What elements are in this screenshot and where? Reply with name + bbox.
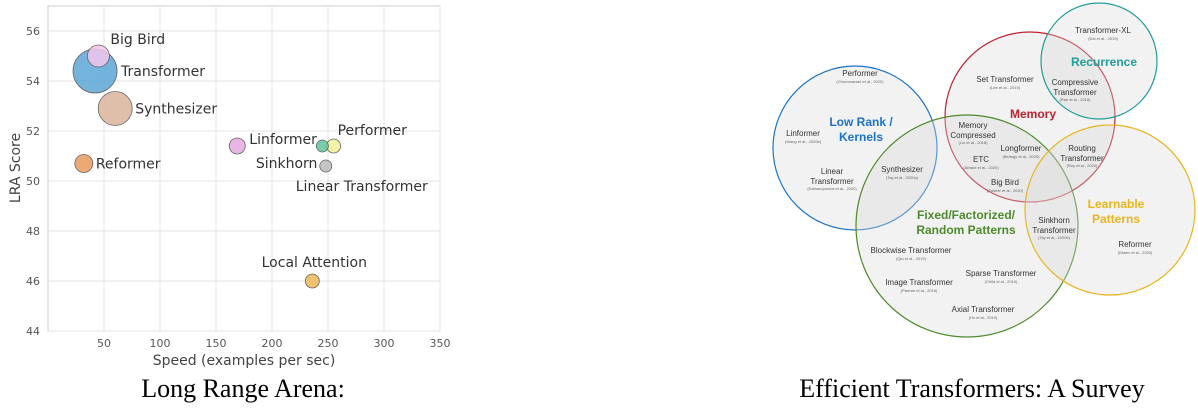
point-sinkhorn <box>315 139 329 153</box>
model-blockwise: Blockwise Transformer <box>871 246 952 255</box>
point-linear-transformer <box>319 159 333 173</box>
y-tick-label: 46 <box>26 275 40 288</box>
y-tick-label: 44 <box>26 325 40 338</box>
x-tick-label: 300 <box>374 337 395 350</box>
circle-learnable-patterns <box>1024 124 1196 296</box>
cite-reformer: (Kitaev et al., 2020) <box>1118 250 1153 255</box>
cite-routing: (Roy et al., 2020) <box>1067 163 1098 168</box>
grid-lines <box>48 6 441 332</box>
model-routing-line2: Transformer <box>1060 154 1104 163</box>
model-synthesizer: Synthesizer <box>881 165 923 174</box>
model-longformer: Longformer <box>1001 144 1042 153</box>
model-axial-transformer: Axial Transformer <box>952 305 1015 314</box>
model-memory-compressed-line2: Compressed <box>950 131 995 140</box>
group-low-rank-title: Low Rank / <box>829 115 893 129</box>
model-sinkhorn: Sinkhorn <box>1038 216 1070 225</box>
cite-synthesizer: (Tay et al., 2020a) <box>886 175 919 180</box>
y-axis-label: LRA Score <box>8 133 24 203</box>
model-sinkhorn-line2: Transformer <box>1032 226 1076 235</box>
group-learnable-title-line2: Patterns <box>1092 212 1140 226</box>
model-performer: Performer <box>842 69 878 78</box>
group-low-rank-title-line2: Kernels <box>839 130 883 144</box>
label-linformer: Linformer <box>249 132 317 148</box>
circle-fixed-patterns <box>855 114 1079 338</box>
model-compressive-line2: Transformer <box>1053 88 1097 97</box>
x-tick-label: 100 <box>150 337 171 350</box>
group-fixed-title: Fixed/Factorized/ <box>917 208 1016 222</box>
cite-set-transformer: (Lee et al., 2019) <box>990 85 1021 90</box>
y-tick-labels: 44 46 48 50 52 54 56 <box>26 25 40 338</box>
x-tick-labels: 50 100 150 200 250 300 350 <box>97 337 451 350</box>
cite-longformer: (Beltagy et al., 2020) <box>1003 154 1041 159</box>
taxonomy-venn-diagram: Low Rank / Kernels Memory Recurrence Fix… <box>772 2 1196 338</box>
group-learnable-title: Learnable <box>1088 197 1145 211</box>
group-recurrence-title: Recurrence <box>1071 55 1137 69</box>
label-big-bird: Big Bird <box>110 32 165 48</box>
x-tick-label: 350 <box>430 337 451 350</box>
cite-image-transformer: (Parmar et al., 2018) <box>901 288 938 293</box>
data-point-labels: Big Bird Transformer Synthesizer Linformer S… <box>96 32 428 271</box>
model-routing: Routing <box>1068 144 1096 153</box>
caption-right: Efficient Transformers: A Survey <box>799 374 1144 403</box>
y-tick-label: 48 <box>26 225 40 238</box>
model-image-transformer: Image Transformer <box>885 278 953 287</box>
cite-transformer-xl: (Dai et al., 2019) <box>1088 36 1118 41</box>
data-points <box>72 44 342 289</box>
cite-memory-compressed: (Liu et al., 2018) <box>959 140 989 145</box>
label-sinkhorn: Sinkhorn <box>256 156 318 172</box>
model-linear-transformer: Linear <box>821 167 844 176</box>
cite-blockwise: (Qiu et al., 2019) <box>896 256 926 261</box>
cite-linformer: (Wang et al., 2020b) <box>785 139 822 144</box>
label-local-attention: Local Attention <box>262 255 367 271</box>
model-sparse-transformer: Sparse Transformer <box>966 269 1037 278</box>
model-big-bird: Big Bird <box>991 178 1019 187</box>
model-compressive: Compressive <box>1052 78 1099 87</box>
label-linear-transformer: Linear Transformer <box>296 179 428 195</box>
model-etc: ETC <box>973 155 989 164</box>
group-fixed-title-line2: Random Patterns <box>916 223 1016 237</box>
point-big-bird <box>87 44 110 68</box>
model-transformer-xl: Transformer-XL <box>1075 26 1131 35</box>
circle-recurrence <box>1040 2 1158 120</box>
label-synthesizer: Synthesizer <box>135 102 217 118</box>
cite-performer: (Choromanski et al., 2020) <box>836 79 884 84</box>
model-reformer: Reformer <box>1118 240 1152 249</box>
label-transformer: Transformer <box>120 64 205 80</box>
circle-low-rank-kernels <box>772 65 938 231</box>
y-tick-label: 56 <box>26 25 40 38</box>
model-memory-compressed: Memory <box>959 121 988 130</box>
point-synthesizer <box>97 91 133 126</box>
point-linformer <box>228 137 246 155</box>
model-set-transformer: Set Transformer <box>976 75 1034 84</box>
cite-etc: (Ainslie et al., 2020) <box>963 165 999 170</box>
cite-linear-transformer: (Katharopoulos et al., 2020) <box>807 186 857 191</box>
x-tick-label: 50 <box>97 337 111 350</box>
caption-left: Long Range Arena: <box>141 374 345 403</box>
cite-sparse-transformer: (Child et al., 2019) <box>985 279 1018 284</box>
model-linformer: Linformer <box>786 129 820 138</box>
x-tick-label: 200 <box>262 337 283 350</box>
cite-axial-transformer: (Ho et al., 2019) <box>969 315 998 320</box>
point-local-attention <box>304 273 320 289</box>
x-tick-label: 250 <box>318 337 339 350</box>
label-reformer: Reformer <box>96 157 161 173</box>
cite-big-bird: (Zaheer et al., 2020) <box>987 188 1024 193</box>
x-tick-label: 150 <box>206 337 227 350</box>
cite-compressive: (Rae et al., 2018) <box>1060 97 1092 102</box>
y-tick-label: 54 <box>26 75 40 88</box>
x-axis-label: Speed (examples per sec) <box>153 353 336 369</box>
model-linear-transformer-line2: Transformer <box>810 177 854 186</box>
y-tick-label: 50 <box>26 175 40 188</box>
group-memory-title: Memory <box>1010 107 1056 121</box>
point-reformer <box>74 154 94 173</box>
cite-sinkhorn: (Tay et al., 2020b) <box>1038 235 1071 240</box>
lra-scatter-chart: 44 46 48 50 52 54 56 50 100 150 200 250 300 350 Big … <box>8 5 451 369</box>
label-performer: Performer <box>338 123 408 139</box>
y-tick-label: 52 <box>26 125 40 138</box>
